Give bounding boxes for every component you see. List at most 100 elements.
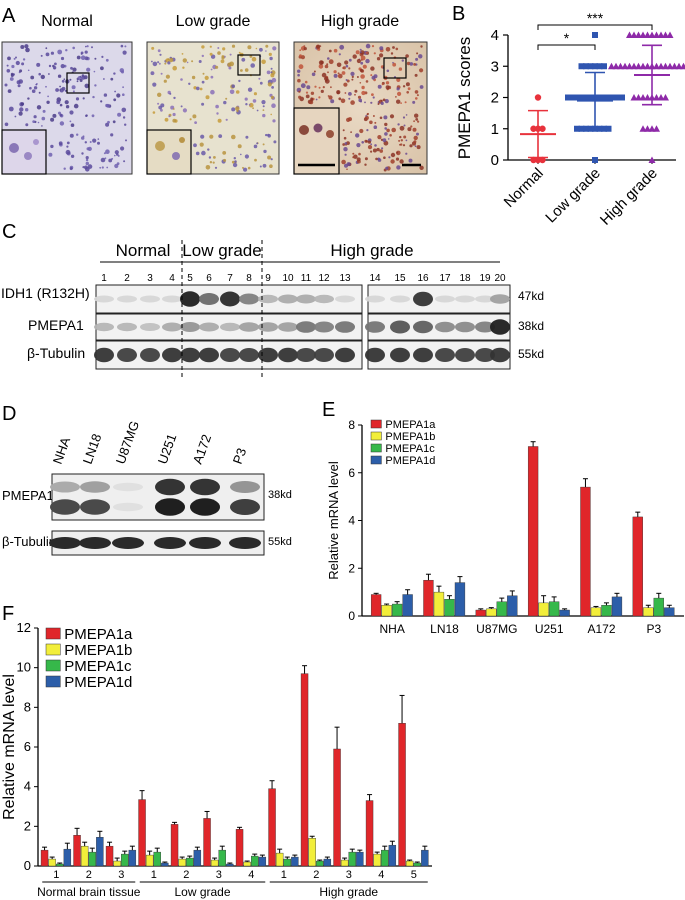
bar-E [590,607,602,617]
significance-bracket-b [537,44,596,50]
blot-c-band [220,348,240,362]
data-point-b [648,31,656,38]
cell-nucleus [103,93,108,97]
cell-nucleus [337,75,340,77]
cell-nucleus [72,90,75,93]
cell-nucleus [310,91,315,96]
data-point-b [619,94,625,101]
cell-nucleus [215,104,219,109]
data-point-b [635,94,642,101]
cell-nucleus [253,92,257,96]
lane-number: 13 [339,273,351,284]
data-point-b [617,62,624,70]
cell-nucleus [379,53,384,58]
cell-nucleus [63,78,66,80]
cell-nucleus [7,89,12,93]
bar-F [178,858,186,867]
cell-nucleus [97,138,100,140]
cell-nucleus [270,95,274,99]
cell-nucleus [193,86,197,90]
cell-nucleus [348,58,352,62]
bar-E [423,579,434,617]
bar-F [308,838,316,867]
cell-nucleus [413,120,415,123]
cell-nucleus [388,156,391,159]
cell-nucleus [238,79,241,83]
panel-letter-a: A [2,5,16,27]
cell-nucleus [172,118,177,123]
cell-nucleus [377,103,380,105]
cell-nucleus [251,56,257,62]
cell-nucleus [181,53,184,55]
blot-c-band [296,294,316,304]
cell-nucleus [338,97,342,101]
cell-nucleus [9,77,14,81]
y-axis-label-F: Relative mRNA level [1,674,18,820]
cell-nucleus [413,140,417,144]
cell-nucleus [377,135,382,140]
data-point-b [578,63,585,70]
cell-nucleus [416,145,421,150]
blot-d-band [113,482,143,492]
cell-nucleus [100,66,104,71]
bar-F [145,854,154,867]
data-point-b [592,32,598,38]
cell-nucleus [13,57,16,60]
y-tick-label-F: 10 [17,660,31,675]
cell-nucleus [341,71,346,75]
cell-nucleus [164,62,167,65]
cell-nucleus [414,145,417,148]
lane-number: 17 [439,273,451,284]
y-tick-label-E: 8 [348,418,355,432]
cell-nucleus [110,133,114,137]
cell-nucleus [41,125,43,127]
cell-nucleus [333,70,337,74]
cell-nucleus [350,71,355,76]
cell-nucleus [4,122,9,127]
cell-nucleus [172,65,177,71]
cell-nucleus [47,95,49,98]
data-point-b [596,94,603,101]
bar-F [258,856,267,867]
cell-nucleus [314,85,317,88]
bar-E [454,582,466,617]
cell-nucleus [76,133,79,136]
cell-nucleus [61,86,66,91]
cell-nucleus [372,96,375,99]
data-point-b [530,156,537,164]
cell-nucleus [414,90,419,94]
cell-nucleus [186,61,189,64]
cell-nucleus [412,127,417,132]
cell-nucleus [107,120,110,124]
cell-nucleus [272,119,276,123]
cell-nucleus [243,167,248,172]
cell-nucleus [6,69,11,73]
cell-nucleus [321,72,327,78]
cell-nucleus [380,101,384,105]
cell-nucleus [215,65,219,69]
bar-F [218,849,226,867]
cell-nucleus [343,136,347,140]
cell-nucleus [397,123,400,126]
blot-c-band [180,347,200,363]
cell-nucleus [152,61,158,67]
cell-nucleus [350,100,355,105]
bar-F [251,855,259,867]
cell-nucleus [320,60,324,65]
cell-nucleus [59,85,61,88]
blot-c-size-47kd: 47kd [518,289,544,303]
cell-nucleus [398,139,401,142]
data-point-b [626,31,633,38]
cell-nucleus [233,157,236,160]
data-point-b [534,94,542,101]
cell-nucleus [40,74,45,80]
cell-nucleus [413,135,418,141]
cell-nucleus [359,51,362,54]
cell-nucleus [356,58,361,64]
cell-nucleus [46,100,50,105]
cell-nucleus [189,118,192,121]
data-point-b [635,31,642,38]
cell-nucleus [105,58,109,62]
cell-nucleus [231,107,236,112]
cell-nucleus [370,66,375,71]
